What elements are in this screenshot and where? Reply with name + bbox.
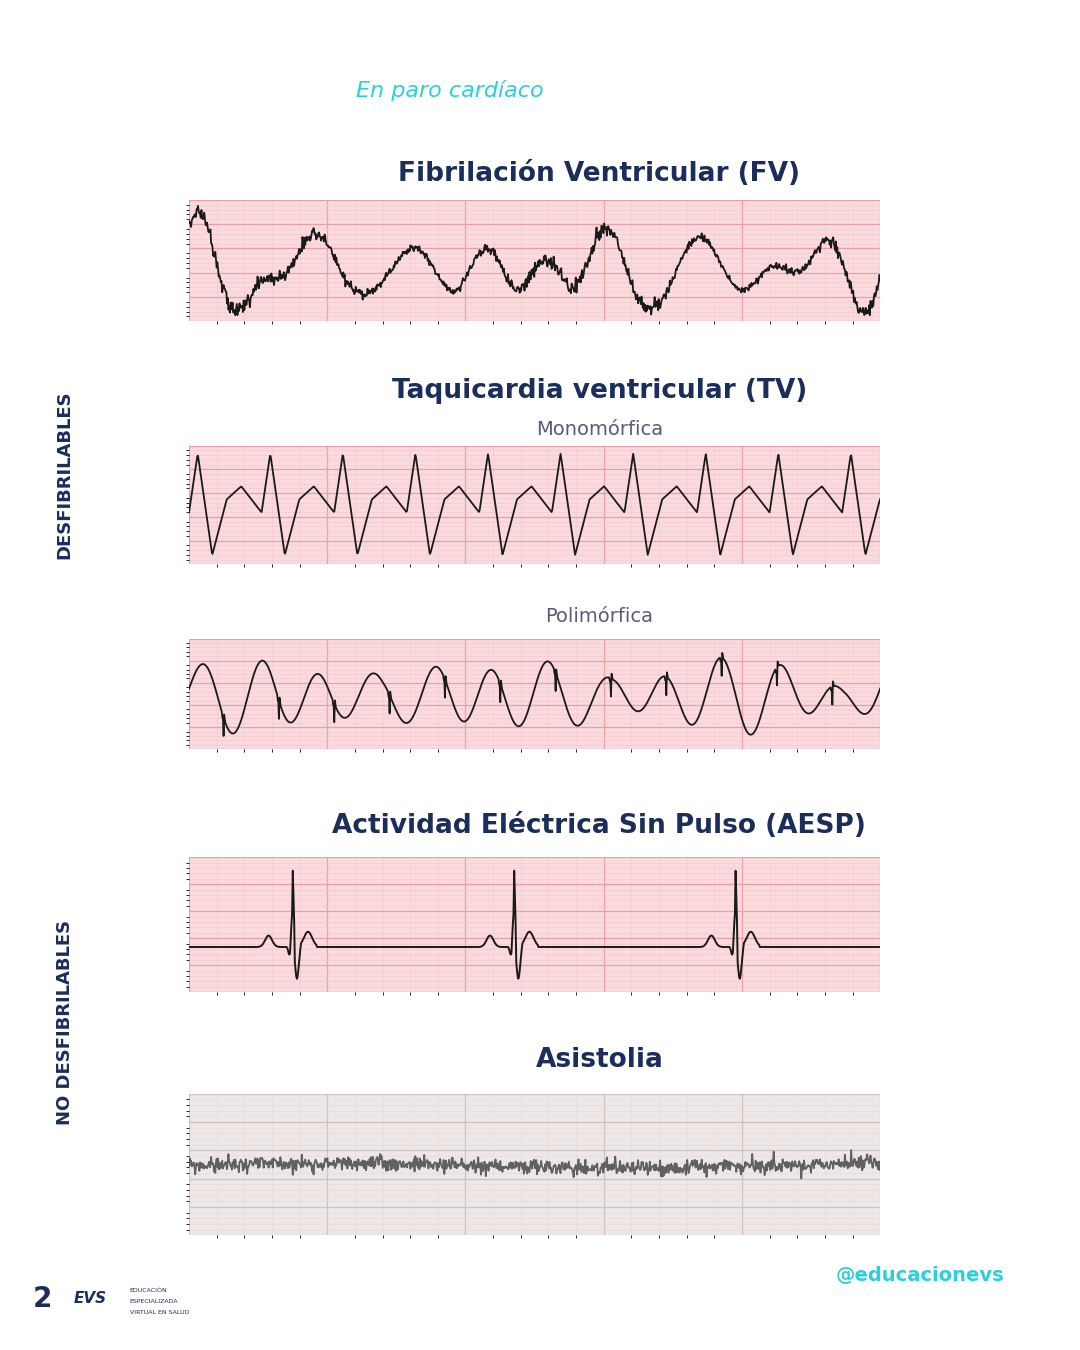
Text: f: f xyxy=(764,1301,772,1320)
Text: EVS: EVS xyxy=(81,45,135,69)
Text: Taquicardia ventricular (TV): Taquicardia ventricular (TV) xyxy=(392,378,807,405)
Text: Monomórfica: Monomórfica xyxy=(536,420,663,439)
Text: Asistolia: Asistolia xyxy=(536,1046,663,1073)
Polygon shape xyxy=(1061,0,1080,126)
Text: in: in xyxy=(891,1301,913,1320)
Text: ESPECIALIZADA: ESPECIALIZADA xyxy=(130,1299,178,1304)
Text: ESPECIALIZADA: ESPECIALIZADA xyxy=(178,55,244,65)
Text: Polimórfica: Polimórfica xyxy=(545,608,653,626)
Text: EVS: EVS xyxy=(73,1291,107,1307)
Text: DESFIBRILABLES: DESFIBRILABLES xyxy=(56,390,73,559)
Text: EDUCACIÓN: EDUCACIÓN xyxy=(130,1288,167,1293)
Text: 2: 2 xyxy=(27,35,58,78)
Text: EDUCACIÓN: EDUCACIÓN xyxy=(178,34,229,42)
Text: Actividad Eléctrica Sin Pulso (AESP): Actividad Eléctrica Sin Pulso (AESP) xyxy=(333,813,866,840)
Text: VIRTUAL EN SALUD: VIRTUAL EN SALUD xyxy=(130,1310,189,1315)
Text: 2: 2 xyxy=(32,1285,52,1312)
Text: Fibrilación Ventricular (FV): Fibrilación Ventricular (FV) xyxy=(399,161,800,188)
Text: VIRTUAL EN SALUD: VIRTUAL EN SALUD xyxy=(178,78,258,88)
Text: Ritmos electrocardiográficos: Ritmos electrocardiográficos xyxy=(356,31,831,61)
Text: NO DESFIBRILABLES: NO DESFIBRILABLES xyxy=(56,921,73,1125)
Text: @educacionevs: @educacionevs xyxy=(836,1266,1004,1285)
Text: En paro cardíaco: En paro cardíaco xyxy=(356,80,544,101)
